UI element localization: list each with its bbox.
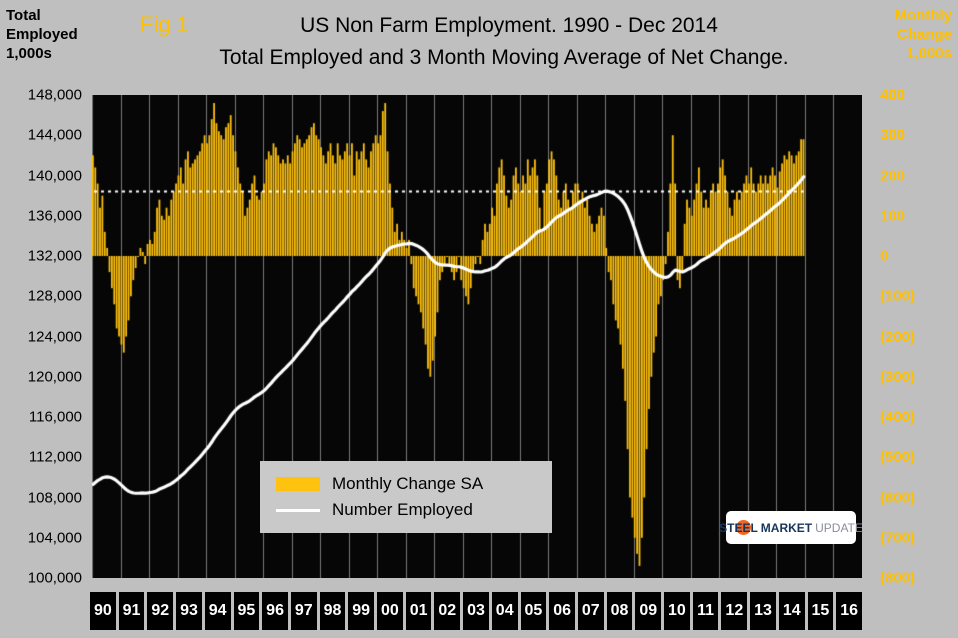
right-axis-tick-label: 0	[880, 247, 889, 265]
left-axis-tick-label: 112,000	[28, 448, 82, 466]
left-axis-tick-label: 140,000	[27, 167, 82, 184]
x-axis-year-label: 92	[147, 592, 174, 630]
left-axis-tick-label: 124,000	[27, 328, 82, 345]
x-axis-year-label: 04	[491, 592, 518, 630]
left-axis-tick-label: 148,000	[27, 86, 82, 104]
left-axis-tick-label: 144,000	[27, 126, 82, 144]
x-axis-year-label: 01	[405, 592, 432, 630]
right-axis-tick-label: (200)	[880, 328, 916, 345]
x-axis-year-label: 95	[233, 592, 260, 630]
x-axis-year-label: 91	[118, 592, 145, 630]
x-axis-year-label: 14	[778, 592, 805, 630]
x-axis-year-strip: 90 91 92 93 94 95 96 97 98 99 00 01 02 03 04 05 06 07 08 09…	[90, 592, 862, 630]
x-axis-year-label: 96	[262, 592, 288, 630]
right-axis-tick-label: (100)	[880, 287, 916, 305]
legend-item-monthly-change: Monthly Change SA	[276, 472, 536, 496]
x-axis-year-label: 98	[319, 592, 346, 630]
smu-logo-market-text: MARKET	[760, 520, 813, 535]
plot-area: Monthly Change SA Number Employed STEEL …	[92, 95, 863, 578]
x-axis-year-label: 06	[549, 592, 575, 630]
left-axis-tick-label: 116,000	[28, 408, 82, 426]
legend-bar-swatch	[276, 477, 320, 491]
x-axis-year-label: 08	[606, 592, 633, 630]
right-axis-title-line: 1,000s	[906, 45, 952, 62]
x-axis-year-label: 10	[664, 592, 690, 630]
left-axis-tick-label: 104,000	[27, 529, 82, 547]
left-axis-title-line: Employed	[6, 26, 78, 43]
right-axis-tick-label: (600)	[880, 489, 916, 506]
x-axis-year-label: 90	[90, 592, 116, 630]
left-axis-title-line: Total	[6, 7, 41, 24]
smu-logo: STEEL MARKET UPDATE	[719, 511, 863, 544]
x-axis-year-label: 07	[577, 592, 604, 630]
chart-legend: Monthly Change SA Number Employed	[260, 461, 552, 533]
right-axis-title: Monthly Change 1,000s	[895, 6, 953, 63]
smu-logo-steel-text: STEEL	[719, 520, 758, 535]
x-axis-year-label: 00	[377, 592, 403, 630]
chart-title-line1: US Non Farm Employment. 1990 - Dec 2014	[300, 14, 718, 37]
legend-item-number-employed: Number Employed	[276, 498, 536, 522]
right-axis-tick-label: (700)	[880, 529, 916, 547]
left-axis-tick-label: 132,000	[27, 247, 82, 265]
figure-number-label: Fig 1	[140, 12, 189, 37]
left-axis-tick-label: 108,000	[27, 489, 82, 506]
x-axis-year-label: 05	[520, 592, 547, 630]
x-axis-year-label: 03	[463, 592, 489, 630]
left-axis-tick-label: 128,000	[27, 287, 82, 305]
x-axis-year-label: 16	[836, 592, 862, 630]
x-axis-year-label: 11	[692, 592, 719, 630]
left-axis-title: Total Employed 1,000s	[6, 6, 78, 63]
right-axis-tick-label: 400	[880, 86, 906, 104]
x-axis-year-label: 02	[434, 592, 461, 630]
chart-title-line2: Total Employed and 3 Month Moving Averag…	[219, 46, 789, 69]
x-axis-year-label: 94	[204, 592, 231, 630]
legend-line-swatch	[276, 508, 320, 512]
legend-label-monthly-change: Monthly Change SA	[332, 474, 484, 493]
right-axis-tick-label: 300	[880, 126, 906, 144]
x-axis-year-label: 93	[176, 592, 202, 630]
right-axis-ticks: 400 300 200 100 0 (100) (200) (300) (400) (500) (6…	[878, 87, 958, 587]
legend-label-number-employed: Number Employed	[332, 500, 473, 519]
right-axis-tick-label: (400)	[880, 408, 916, 426]
smu-logo-update-text: UPDATE	[815, 520, 863, 535]
smu-logo-circle-icon	[736, 520, 751, 535]
left-axis-ticks: 148,000 144,000 140,000 136,000 132,000 128,0…	[0, 87, 86, 587]
x-axis-year-label: 99	[348, 592, 375, 630]
x-axis-year-label: 15	[807, 592, 834, 630]
x-axis-year-label: 09	[635, 592, 662, 630]
right-axis-tick-label: (500)	[880, 448, 916, 466]
left-axis-tick-label: 100,000	[27, 569, 82, 587]
left-axis-tick-label: 120,000	[27, 368, 82, 386]
right-axis-tick-label: 200	[880, 167, 906, 184]
x-axis-year-label: 13	[750, 592, 776, 630]
right-axis-tick-label: 100	[880, 207, 906, 225]
x-axis-year-label: 12	[721, 592, 748, 630]
right-axis-tick-label: (300)	[880, 368, 916, 386]
right-axis-title-line: Monthly	[894, 7, 953, 24]
left-axis-tick-label: 136,000	[27, 207, 82, 225]
left-axis-title-line: 1,000s	[6, 45, 52, 62]
right-axis-tick-label: (800)	[880, 569, 916, 587]
right-axis-title-line: Change	[896, 26, 952, 43]
x-axis-year-label: 97	[290, 592, 317, 630]
